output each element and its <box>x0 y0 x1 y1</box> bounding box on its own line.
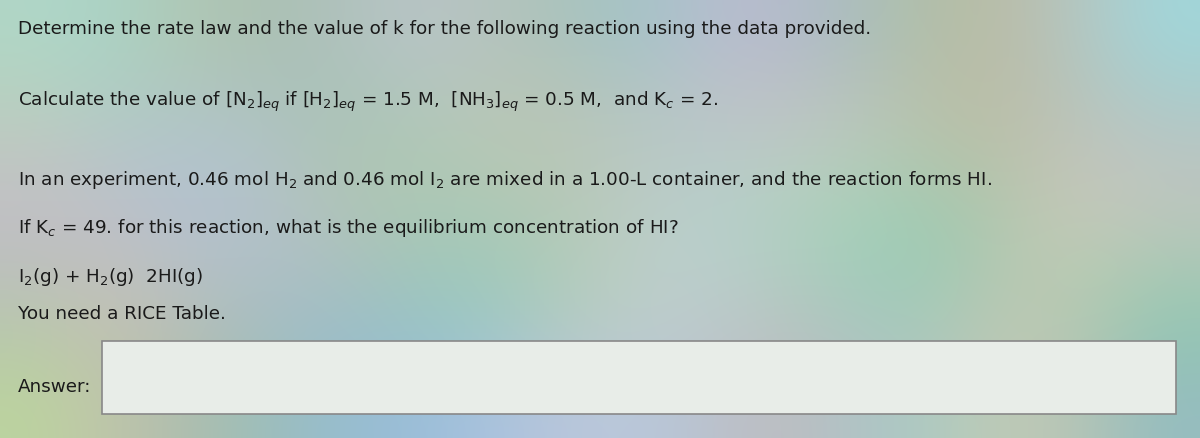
Text: I$_2$(g) + H$_2$(g)  2HI(g): I$_2$(g) + H$_2$(g) 2HI(g) <box>18 265 203 287</box>
Text: You need a RICE Table.: You need a RICE Table. <box>18 304 226 322</box>
Text: Calculate the value of [N$_2$]$_{eq}$ if [H$_2$]$_{eq}$ = 1.5 M,  [NH$_3$]$_{eq}: Calculate the value of [N$_2$]$_{eq}$ if… <box>18 90 718 114</box>
Text: Answer:: Answer: <box>18 377 91 395</box>
Text: If K$_c$ = 49. for this reaction, what is the equilibrium concentration of HI?: If K$_c$ = 49. for this reaction, what i… <box>18 217 679 239</box>
Text: Determine the rate law and the value of k for the following reaction using the d: Determine the rate law and the value of … <box>18 20 871 38</box>
Text: In an experiment, 0.46 mol H$_2$ and 0.46 mol I$_2$ are mixed in a 1.00-L contai: In an experiment, 0.46 mol H$_2$ and 0.4… <box>18 169 992 191</box>
FancyBboxPatch shape <box>102 342 1176 414</box>
